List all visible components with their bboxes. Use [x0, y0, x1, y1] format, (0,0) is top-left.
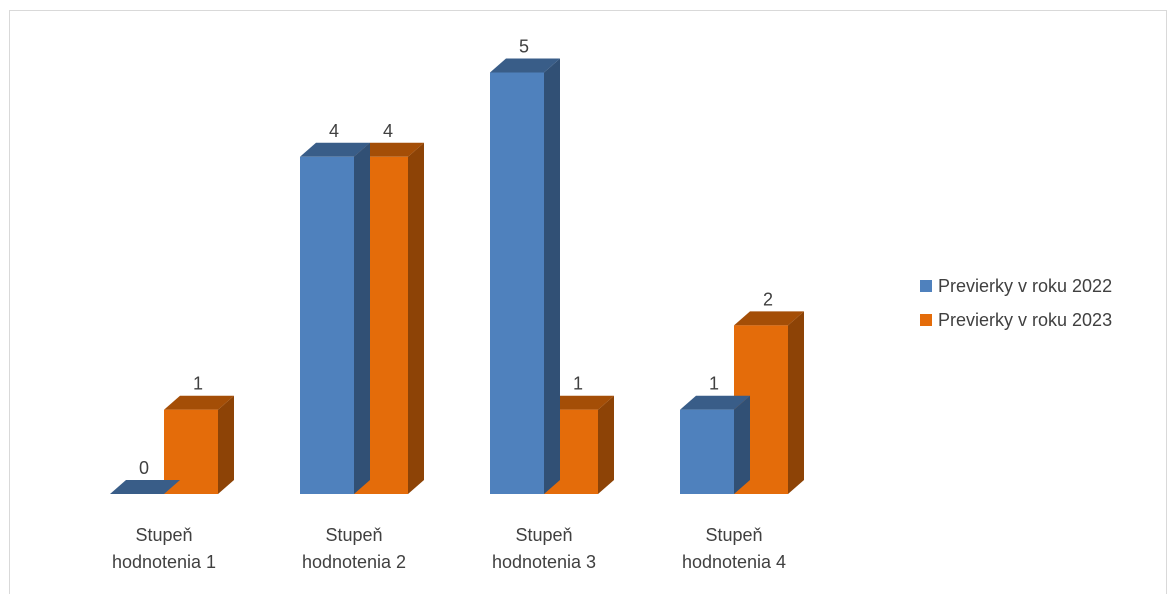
category-label-4-line-2: hodnotenia 4	[682, 552, 786, 572]
legend-item-2023: Previerky v roku 2023	[920, 306, 1112, 334]
data-label-1-2: 4	[329, 121, 339, 141]
bar-2-cat-2-top	[354, 142, 424, 157]
bar-2-cat-4-top	[734, 311, 804, 326]
bar-2-cat-1-top	[164, 395, 234, 410]
bar-1-cat-3-top	[490, 58, 560, 73]
legend-swatch-2023	[920, 314, 932, 326]
data-label-2-4: 2	[763, 289, 773, 309]
data-label-2-1: 1	[193, 374, 203, 394]
bar-1-cat-1-top	[110, 480, 180, 494]
legend-label-2022: Previerky v roku 2022	[938, 275, 1113, 296]
bar-2-cat-3-top	[544, 395, 614, 410]
legend: Previerky v roku 2022 Previerky v roku 2…	[920, 272, 1112, 340]
legend-item-2022: Previerky v roku 2022	[920, 272, 1112, 300]
category-label-4-line-1: Stupeň	[705, 525, 762, 545]
bar-1-cat-2-side	[354, 142, 370, 495]
category-label-2-line-1: Stupeň	[325, 525, 382, 545]
bar-2-cat-3-side	[598, 395, 614, 494]
legend-label-2023: Previerky v roku 2023	[938, 309, 1113, 330]
category-label-3-line-2: hodnotenia 3	[492, 552, 596, 572]
legend-swatch-2022	[920, 280, 932, 292]
bar-1-cat-3-side	[544, 58, 560, 494]
bar-2-cat-1-side	[218, 395, 234, 494]
bar-1-cat-2-top	[300, 142, 370, 157]
bar-1-cat-4-front	[680, 409, 734, 494]
bar-2-cat-2-side	[408, 142, 424, 495]
bar-2-cat-1-front	[164, 409, 218, 494]
data-label-2-3: 1	[573, 374, 583, 394]
bar-1-cat-4-top	[680, 395, 750, 410]
category-label-2-line-2: hodnotenia 2	[302, 552, 406, 572]
data-label-1-3: 5	[519, 37, 529, 57]
category-label-1-line-1: Stupeň	[135, 525, 192, 545]
category-label-1-line-2: hodnotenia 1	[112, 552, 216, 572]
bar-1-cat-4-side	[734, 395, 750, 494]
bar-1-cat-3-front	[490, 72, 544, 494]
data-label-1-1: 0	[139, 458, 149, 478]
chart-frame	[9, 10, 1167, 594]
bar-2-cat-4-side	[788, 311, 804, 494]
category-label-3-line-1: Stupeň	[515, 525, 572, 545]
bar-1-cat-2-front	[300, 156, 354, 495]
data-label-2-2: 4	[383, 121, 393, 141]
data-label-1-4: 1	[709, 374, 719, 394]
